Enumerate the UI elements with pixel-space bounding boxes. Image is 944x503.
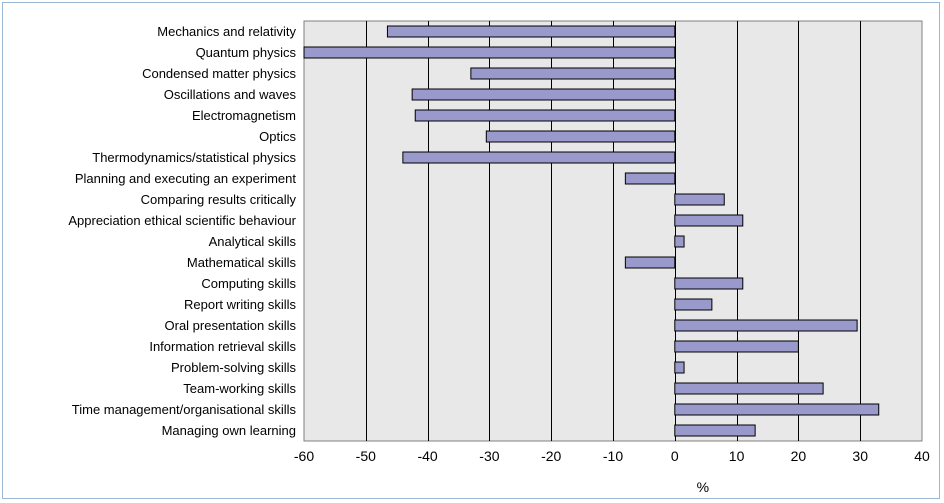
x-tick-label: -60 — [294, 448, 314, 464]
bar — [674, 403, 880, 416]
category-label: Computing skills — [201, 276, 296, 291]
category-label: Team-working skills — [183, 381, 296, 396]
x-tick-label: 30 — [852, 448, 868, 464]
bar — [411, 88, 676, 101]
category-label: Information retrieval skills — [149, 339, 296, 354]
bar — [470, 67, 676, 80]
category-label: Appreciation ethical scientific behaviou… — [68, 213, 296, 228]
bar — [674, 235, 685, 248]
category-label: Oral presentation skills — [165, 318, 297, 333]
category-label: Oscillations and waves — [164, 87, 297, 102]
x-tick-label: -10 — [603, 448, 623, 464]
bar — [674, 424, 756, 437]
bar — [624, 172, 676, 185]
category-label: Report writing skills — [184, 297, 296, 312]
bar — [485, 130, 676, 143]
x-tick-label: -30 — [479, 448, 499, 464]
bar — [674, 214, 744, 227]
category-label: Analytical skills — [209, 234, 297, 249]
category-label: Managing own learning — [162, 423, 296, 438]
category-label: Quantum physics — [196, 45, 297, 60]
bar — [624, 256, 676, 269]
bar — [674, 340, 799, 353]
x-tick-label: 20 — [791, 448, 807, 464]
bar — [414, 109, 676, 122]
x-tick-label: 40 — [914, 448, 930, 464]
x-tick-label: -50 — [356, 448, 376, 464]
category-label: Condensed matter physics — [142, 66, 296, 81]
x-tick-label: -40 — [417, 448, 437, 464]
category-label: Thermodynamics/statistical physics — [92, 150, 296, 165]
bar — [674, 193, 725, 206]
category-label: Comparing results critically — [141, 192, 297, 207]
x-tick-label: 10 — [729, 448, 745, 464]
category-label: Optics — [259, 129, 296, 144]
category-label: Time management/organisational skills — [72, 402, 297, 417]
bar — [674, 277, 744, 290]
category-label: Electromagnetism — [192, 108, 296, 123]
category-label: Mathematical skills — [187, 255, 297, 270]
bar — [402, 151, 676, 164]
bar — [674, 382, 824, 395]
category-label: Mechanics and relativity — [157, 24, 296, 39]
bar — [674, 298, 713, 311]
category-label: Problem-solving skills — [171, 360, 296, 375]
bar-chart: Mechanics and relativity Quantum physics C… — [68, 20, 930, 495]
x-tick-label: -20 — [541, 448, 561, 464]
category-label: Planning and executing an experiment — [75, 171, 297, 186]
x-axis-title: % — [697, 479, 709, 495]
bar — [674, 319, 858, 332]
x-tick-label: 0 — [671, 448, 679, 464]
bar — [386, 25, 676, 38]
bar — [674, 361, 685, 374]
bar — [303, 46, 676, 59]
